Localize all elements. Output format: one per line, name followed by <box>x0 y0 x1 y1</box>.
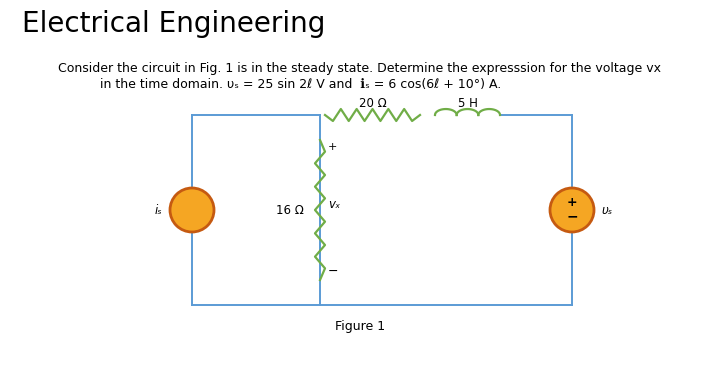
Text: vₓ: vₓ <box>328 198 341 211</box>
Text: Electrical Engineering: Electrical Engineering <box>22 10 325 38</box>
Text: Consider the circuit in Fig. 1 is in the steady state. Determine the expresssion: Consider the circuit in Fig. 1 is in the… <box>58 62 662 75</box>
Text: in the time domain. υₛ = 25 sin 2ℓ V and  ℹₛ = 6 cos(6ℓ + 10°) A.: in the time domain. υₛ = 25 sin 2ℓ V and… <box>100 78 501 91</box>
Circle shape <box>550 188 594 232</box>
Text: −: − <box>566 209 578 223</box>
Text: +: + <box>328 142 338 152</box>
Text: 16 Ω: 16 Ω <box>276 204 304 216</box>
Text: Figure 1: Figure 1 <box>335 320 385 333</box>
Circle shape <box>170 188 214 232</box>
Text: +: + <box>567 195 577 209</box>
Text: υₛ: υₛ <box>602 204 613 216</box>
Text: −: − <box>328 265 338 278</box>
Text: iₛ: iₛ <box>154 204 162 216</box>
Text: 5 H: 5 H <box>458 97 477 110</box>
Text: 20 Ω: 20 Ω <box>359 97 387 110</box>
